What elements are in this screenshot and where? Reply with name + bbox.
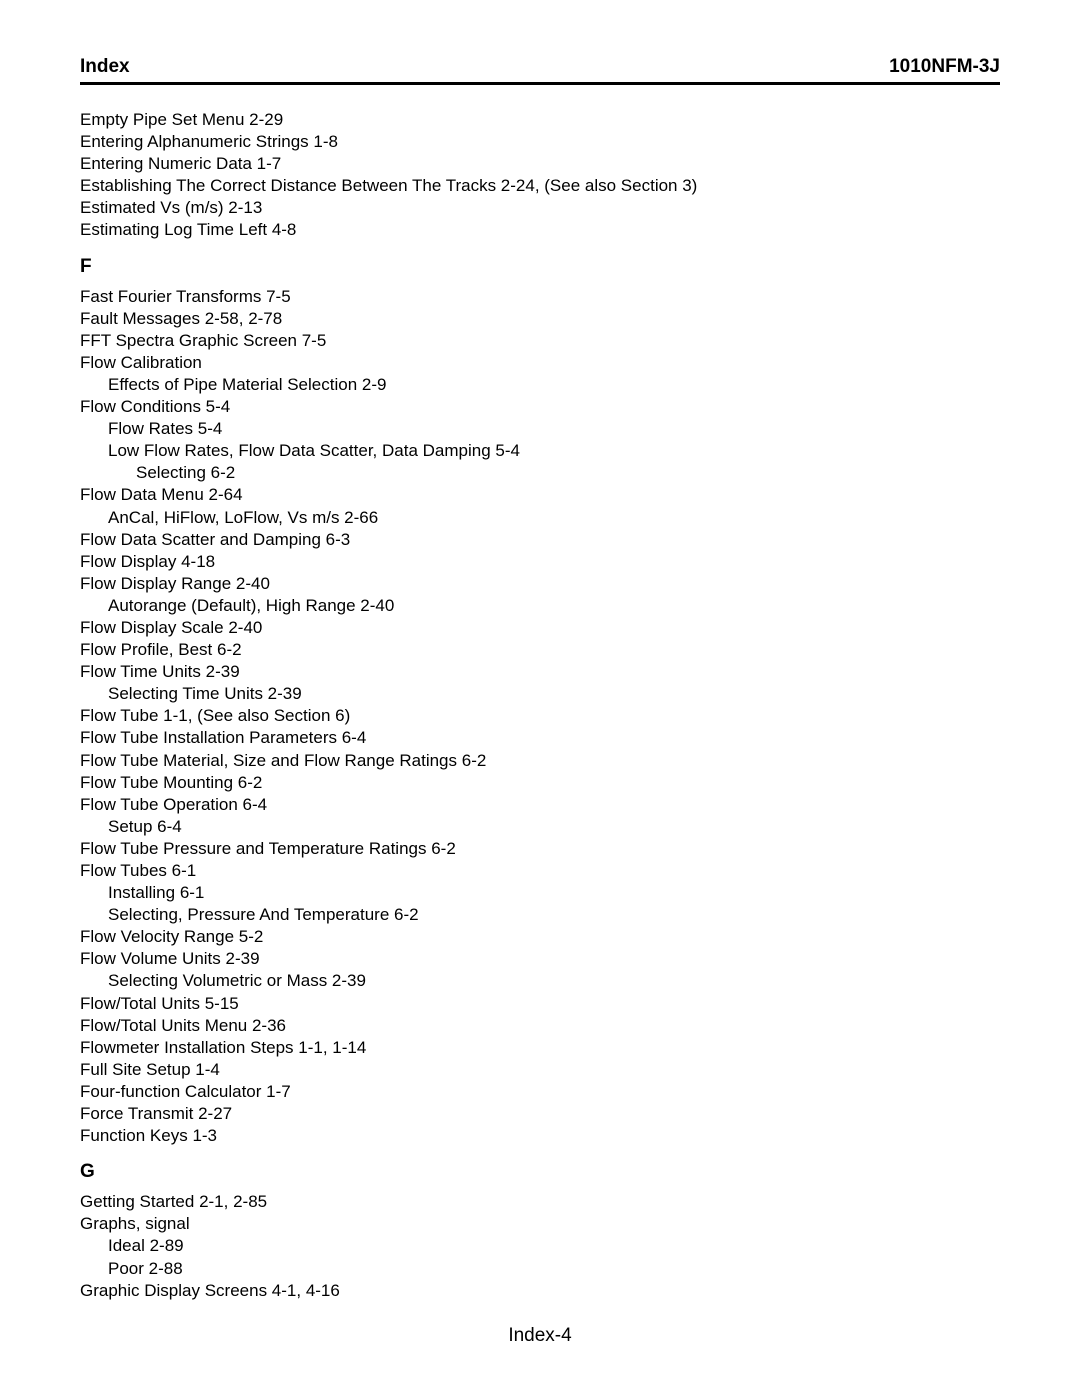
section-letter: F [80,256,1000,278]
index-entry: Flow Tube Material, Size and Flow Range … [80,750,1000,772]
index-entry: Estimated Vs (m/s) 2-13 [80,197,1000,219]
index-entry: Force Transmit 2-27 [80,1103,1000,1125]
page-footer: Index-4 [0,1325,1080,1347]
index-sections: F Fast Fourier Transforms 7-5Fault Messag… [80,256,1000,1302]
index-entry: Selecting Volumetric or Mass 2-39 [108,970,1000,992]
index-entry: Full Site Setup 1-4 [80,1059,1000,1081]
index-entry: Flow Volume Units 2-39 [80,948,1000,970]
index-entry: Getting Started 2-1, 2-85 [80,1191,1000,1213]
index-entry: Flow Tube Pressure and Temperature Ratin… [80,838,1000,860]
pre-section-entries: Empty Pipe Set Menu 2-29Entering Alphanu… [80,109,1000,242]
index-entry: Graphic Display Screens 4-1, 4-16 [80,1280,1000,1302]
index-entry: Installing 6-1 [108,882,1000,904]
index-entry: FFT Spectra Graphic Screen 7-5 [80,330,1000,352]
index-entry: Flow Rates 5-4 [108,418,1000,440]
index-entry: Flow Data Scatter and Damping 6-3 [80,529,1000,551]
index-entry: Selecting 6-2 [136,462,1000,484]
index-entry: Autorange (Default), High Range 2-40 [108,595,1000,617]
section-letter: G [80,1161,1000,1183]
index-entry: Setup 6-4 [108,816,1000,838]
index-entry: Entering Alphanumeric Strings 1-8 [80,131,1000,153]
index-entry: Fast Fourier Transforms 7-5 [80,286,1000,308]
index-entry: Function Keys 1-3 [80,1125,1000,1147]
index-entry: Flow/Total Units 5-15 [80,993,1000,1015]
index-entry: Flowmeter Installation Steps 1-1, 1-14 [80,1037,1000,1059]
index-entry: Low Flow Rates, Flow Data Scatter, Data … [108,440,1000,462]
index-entry: Selecting, Pressure And Temperature 6-2 [108,904,1000,926]
header-left: Index [80,56,130,78]
index-entry: Flow/Total Units Menu 2-36 [80,1015,1000,1037]
index-entry: Four-function Calculator 1-7 [80,1081,1000,1103]
index-entry: Entering Numeric Data 1-7 [80,153,1000,175]
index-entry: Estimating Log Time Left 4-8 [80,219,1000,241]
index-entry: Flow Tubes 6-1 [80,860,1000,882]
index-entry: Flow Conditions 5-4 [80,396,1000,418]
index-page: Index 1010NFM-3J Empty Pipe Set Menu 2-2… [0,0,1080,1397]
section-entries: Fast Fourier Transforms 7-5Fault Message… [80,286,1000,1148]
index-entry: Flow Tube Installation Parameters 6-4 [80,727,1000,749]
index-entry: Flow Display Scale 2-40 [80,617,1000,639]
section-entries: Getting Started 2-1, 2-85Graphs, signalI… [80,1191,1000,1301]
index-entry: Selecting Time Units 2-39 [108,683,1000,705]
index-entry: Flow Display 4-18 [80,551,1000,573]
index-entry: Flow Data Menu 2-64 [80,484,1000,506]
index-entry: Flow Velocity Range 5-2 [80,926,1000,948]
index-entry: Flow Tube Operation 6-4 [80,794,1000,816]
index-entry: Flow Display Range 2-40 [80,573,1000,595]
index-entry: Poor 2-88 [108,1258,1000,1280]
index-entry: Ideal 2-89 [108,1235,1000,1257]
index-entry: Flow Time Units 2-39 [80,661,1000,683]
index-entry: Fault Messages 2-58, 2-78 [80,308,1000,330]
header-right: 1010NFM-3J [889,56,1000,78]
index-entry: Flow Profile, Best 6-2 [80,639,1000,661]
index-entry: Flow Tube 1-1, (See also Section 6) [80,705,1000,727]
index-entry: Graphs, signal [80,1213,1000,1235]
index-entry: Empty Pipe Set Menu 2-29 [80,109,1000,131]
index-entry: Flow Tube Mounting 6-2 [80,772,1000,794]
index-entry: AnCal, HiFlow, LoFlow, Vs m/s 2-66 [108,507,1000,529]
page-header: Index 1010NFM-3J [80,56,1000,85]
index-entry: Effects of Pipe Material Selection 2-9 [108,374,1000,396]
index-entry: Establishing The Correct Distance Betwee… [80,175,1000,197]
index-entry: Flow Calibration [80,352,1000,374]
